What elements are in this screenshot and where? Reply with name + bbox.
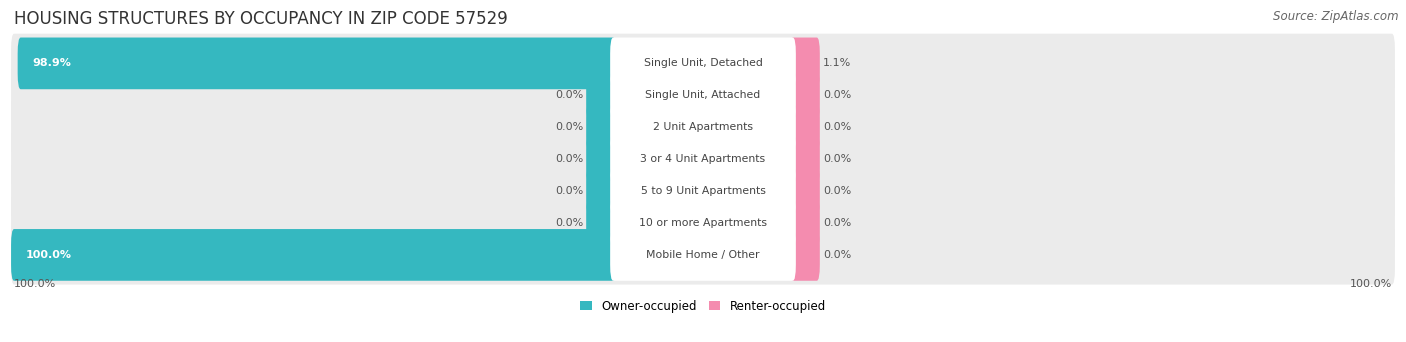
Text: 98.9%: 98.9% [32,58,72,68]
Text: 0.0%: 0.0% [823,186,851,196]
Text: Single Unit, Attached: Single Unit, Attached [645,90,761,100]
FancyBboxPatch shape [610,197,796,249]
FancyBboxPatch shape [18,38,616,89]
Text: 0.0%: 0.0% [823,250,851,260]
FancyBboxPatch shape [11,130,1395,189]
FancyBboxPatch shape [790,38,820,89]
FancyBboxPatch shape [610,38,796,89]
FancyBboxPatch shape [586,133,616,185]
Text: 100.0%: 100.0% [27,250,72,260]
FancyBboxPatch shape [586,69,616,121]
Text: 0.0%: 0.0% [823,122,851,132]
Text: 100.0%: 100.0% [14,279,56,289]
FancyBboxPatch shape [586,101,616,153]
FancyBboxPatch shape [790,101,820,153]
Legend: Owner-occupied, Renter-occupied: Owner-occupied, Renter-occupied [575,295,831,318]
Text: 2 Unit Apartments: 2 Unit Apartments [652,122,754,132]
FancyBboxPatch shape [11,34,1395,93]
Text: 3 or 4 Unit Apartments: 3 or 4 Unit Apartments [641,154,765,164]
FancyBboxPatch shape [586,197,616,249]
Text: 10 or more Apartments: 10 or more Apartments [638,218,768,228]
Text: 0.0%: 0.0% [555,218,583,228]
FancyBboxPatch shape [610,229,796,281]
Text: Mobile Home / Other: Mobile Home / Other [647,250,759,260]
Text: 5 to 9 Unit Apartments: 5 to 9 Unit Apartments [641,186,765,196]
FancyBboxPatch shape [586,165,616,217]
FancyBboxPatch shape [610,133,796,185]
FancyBboxPatch shape [790,165,820,217]
FancyBboxPatch shape [11,225,1395,285]
FancyBboxPatch shape [11,193,1395,253]
FancyBboxPatch shape [790,229,820,281]
FancyBboxPatch shape [610,69,796,121]
Text: 0.0%: 0.0% [555,122,583,132]
FancyBboxPatch shape [11,66,1395,125]
FancyBboxPatch shape [610,165,796,217]
FancyBboxPatch shape [11,97,1395,157]
Text: 0.0%: 0.0% [555,154,583,164]
Text: HOUSING STRUCTURES BY OCCUPANCY IN ZIP CODE 57529: HOUSING STRUCTURES BY OCCUPANCY IN ZIP C… [14,10,508,28]
Text: 1.1%: 1.1% [823,58,851,68]
FancyBboxPatch shape [790,69,820,121]
FancyBboxPatch shape [11,229,616,281]
Text: 100.0%: 100.0% [1350,279,1392,289]
Text: Source: ZipAtlas.com: Source: ZipAtlas.com [1274,10,1399,23]
Text: 0.0%: 0.0% [555,90,583,100]
FancyBboxPatch shape [790,197,820,249]
Text: Single Unit, Detached: Single Unit, Detached [644,58,762,68]
Text: 0.0%: 0.0% [823,218,851,228]
Text: 0.0%: 0.0% [823,154,851,164]
Text: 0.0%: 0.0% [823,90,851,100]
FancyBboxPatch shape [610,101,796,153]
FancyBboxPatch shape [11,161,1395,221]
FancyBboxPatch shape [790,133,820,185]
Text: 0.0%: 0.0% [555,186,583,196]
